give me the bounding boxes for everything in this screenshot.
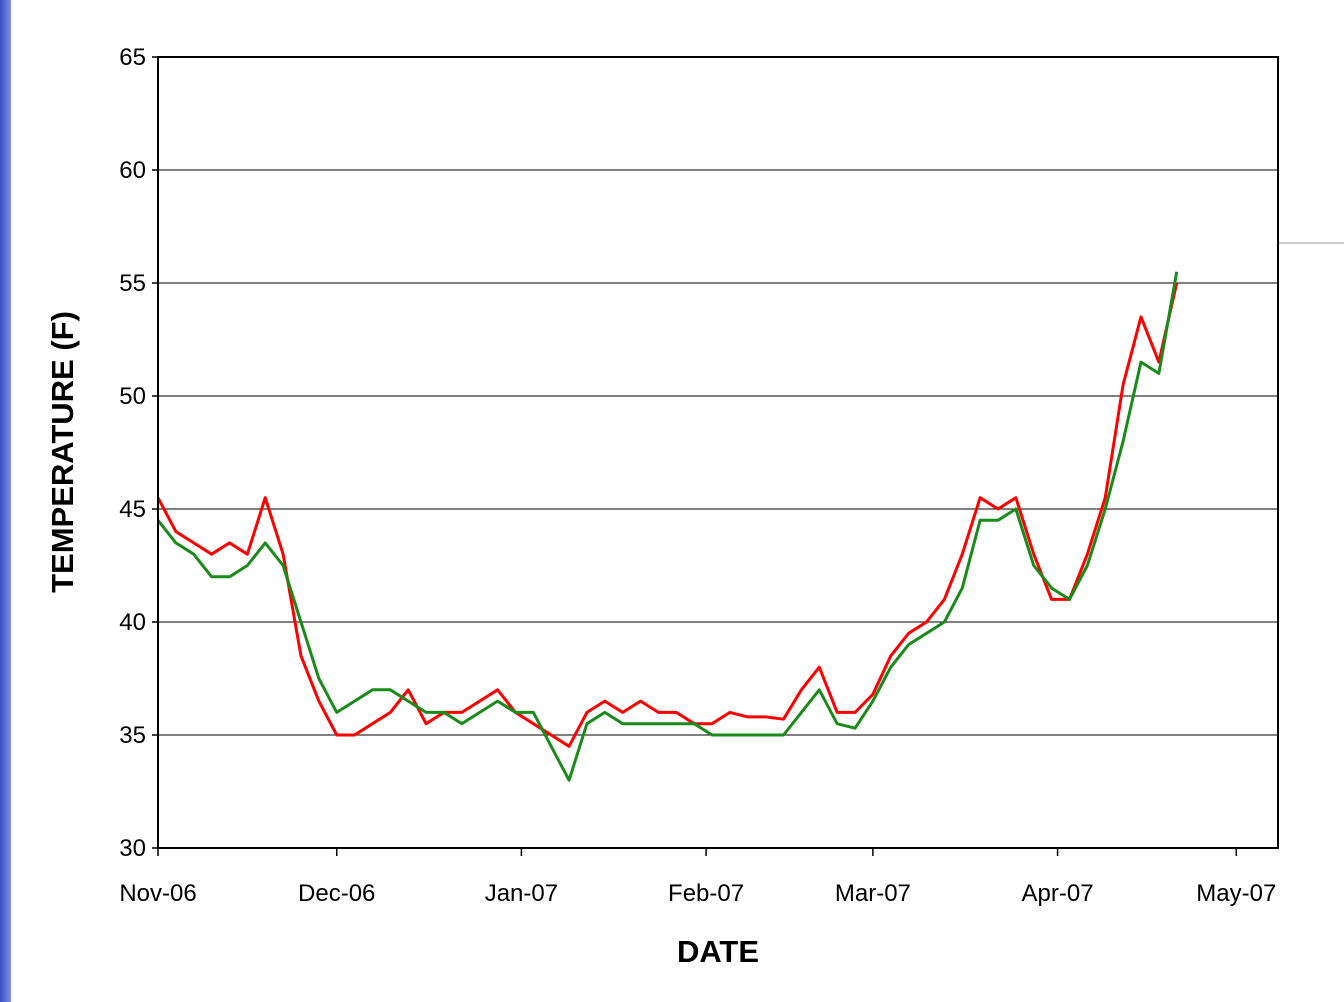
series-line [156, 271, 1179, 782]
x-tick-label: Apr-07 [1022, 880, 1094, 907]
y-tick-label: 35 [119, 722, 146, 749]
x-tick-label: Jan-07 [485, 880, 558, 907]
x-tick-label: May-07 [1196, 880, 1276, 907]
x-axis-title: DATE [677, 934, 759, 969]
y-tick-label: 55 [119, 270, 146, 297]
y-tick-label: 40 [119, 609, 146, 636]
y-tick-label: 60 [119, 157, 146, 184]
plot-frame [157, 56, 1279, 849]
y-tick-label: 50 [119, 383, 146, 410]
slide-strip [0, 0, 11, 1002]
y-tick-label: 30 [119, 835, 146, 862]
y-tick-label: 45 [119, 496, 146, 523]
series-line [156, 282, 1179, 748]
x-tick-label: Nov-06 [119, 880, 196, 907]
x-tick-label: Dec-06 [298, 880, 375, 907]
y-tick-label: 65 [119, 44, 146, 71]
plot: 30 35 40 45 50 55 60 65 Nov-06 Dec-06 Jan-07 Feb-07… [119, 44, 1279, 907]
x-tick-label: Mar-07 [835, 880, 911, 907]
y-axis-title: TEMPERATURE (F) [45, 311, 80, 593]
x-tick-label: Feb-07 [668, 880, 744, 907]
